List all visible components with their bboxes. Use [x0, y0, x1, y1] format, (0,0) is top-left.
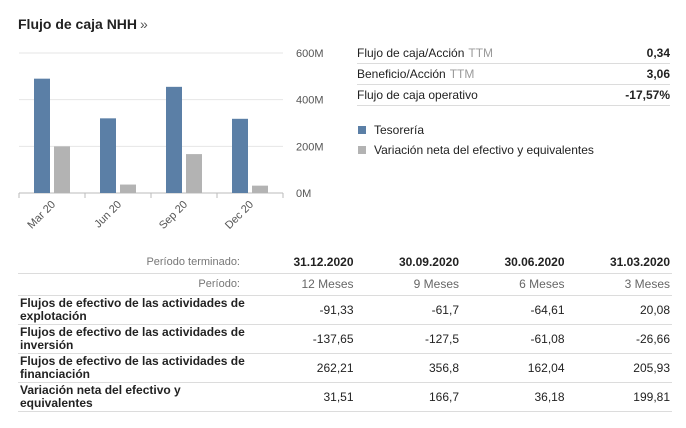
row-label: Flujos de efectivo de las actividades de…: [18, 295, 250, 325]
cell-value: 31,51: [250, 382, 356, 412]
cell-value: 162,04: [461, 353, 567, 383]
cell-value: 20,08: [566, 295, 672, 325]
cell-value: -64,61: [461, 295, 567, 325]
bar-variation: [54, 146, 70, 193]
metric-value: 0,34: [646, 46, 670, 60]
period-label: Período:: [18, 273, 250, 296]
bar-variation: [120, 184, 136, 193]
table-row: Flujos de efectivo de las actividades de…: [18, 324, 672, 354]
title-text: Flujo de caja NHH: [18, 16, 138, 32]
row-label: Flujos de efectivo de las actividades de…: [18, 353, 250, 383]
x-tick-label: Dec 20: [223, 199, 256, 232]
cell-value: -91,33: [250, 295, 356, 325]
bar-treasury: [232, 118, 248, 193]
table-row: Flujos de efectivo de las actividades de…: [18, 295, 672, 325]
column-date: 31.12.2020: [250, 252, 356, 274]
column-date: 31.03.2020: [566, 252, 672, 274]
cell-value: -137,65: [250, 324, 356, 354]
chart-legend: Tesorería Variación neta del efectivo y …: [358, 120, 594, 160]
bar-variation: [186, 154, 202, 193]
y-tick-label: 400M: [296, 95, 324, 107]
x-tick-label: Sep 20: [157, 199, 190, 232]
cell-value: 36,18: [461, 382, 567, 412]
legend-label: Variación neta del efectivo y equivalent…: [374, 143, 594, 157]
section-title: Flujo de caja NHH»: [18, 16, 148, 32]
cell-value: 262,21: [250, 353, 356, 383]
metric-row: Beneficio/Acción TTM 3,06: [357, 64, 670, 85]
legend-label: Tesorería: [374, 123, 425, 137]
bar-treasury: [166, 86, 182, 193]
table-header-row: Período terminado: 31.12.2020 30.09.2020…: [18, 252, 672, 274]
metric-row: Flujo de caja/Acción TTM 0,34: [357, 43, 670, 64]
x-tick-label: Mar 20: [25, 199, 58, 232]
metric-row: Flujo de caja operativo -17,57%: [357, 85, 670, 106]
legend-item-treasury[interactable]: Tesorería: [358, 120, 594, 140]
metric-value: -17,57%: [625, 88, 670, 102]
metric-label: Beneficio/Acción: [357, 67, 446, 81]
bar-treasury: [100, 118, 116, 193]
metric-label: Flujo de caja/Acción: [357, 46, 465, 60]
row-label: Variación neta del efectivo y equivalent…: [18, 382, 250, 412]
cell-value: 356,8: [355, 353, 461, 383]
cash-flow-chart: 0M 200M 400M 600M Mar 20 Jun 20 Sep 20 Dec 20: [18, 48, 324, 232]
cell-value: -127,5: [355, 324, 461, 354]
x-tick-label: Jun 20: [92, 199, 124, 231]
metric-suffix: TTM: [449, 67, 475, 81]
y-tick-label: 200M: [296, 141, 324, 153]
cell-value: -61,7: [355, 295, 461, 325]
bar-treasury: [34, 78, 50, 193]
column-date: 30.06.2020: [461, 252, 567, 274]
cell-value: -26,66: [566, 324, 672, 354]
cell-value: 166,7: [355, 382, 461, 412]
y-tick-label: 600M: [296, 48, 324, 60]
cell-value: -61,08: [461, 324, 567, 354]
table-period-row: Período: 12 Meses 9 Meses 6 Meses 3 Mese…: [18, 273, 672, 296]
period-ended-label: Período terminado:: [18, 252, 250, 274]
column-period: 3 Meses: [566, 273, 672, 296]
legend-swatch: [358, 126, 366, 134]
cell-value: 199,81: [566, 382, 672, 412]
column-period: 9 Meses: [355, 273, 461, 296]
bar-variation: [252, 185, 268, 193]
more-link[interactable]: »: [140, 16, 148, 32]
metric-label: Flujo de caja operativo: [357, 88, 478, 102]
column-period: 12 Meses: [250, 273, 356, 296]
metric-value: 3,06: [646, 67, 670, 81]
table-row: Flujos de efectivo de las actividades de…: [18, 353, 672, 383]
row-label: Flujos de efectivo de las actividades de…: [18, 324, 250, 354]
legend-item-variation[interactable]: Variación neta del efectivo y equivalent…: [358, 140, 594, 160]
metric-suffix: TTM: [468, 46, 494, 60]
column-date: 30.09.2020: [355, 252, 461, 274]
table-row: Variación neta del efectivo y equivalent…: [18, 382, 672, 412]
cell-value: 205,93: [566, 353, 672, 383]
legend-swatch: [358, 146, 366, 154]
y-tick-label: 0M: [296, 188, 311, 200]
cash-flow-table: Período terminado: 31.12.2020 30.09.2020…: [18, 252, 672, 412]
metrics-panel: Flujo de caja/Acción TTM 0,34 Beneficio/A…: [357, 43, 670, 106]
column-period: 6 Meses: [461, 273, 567, 296]
